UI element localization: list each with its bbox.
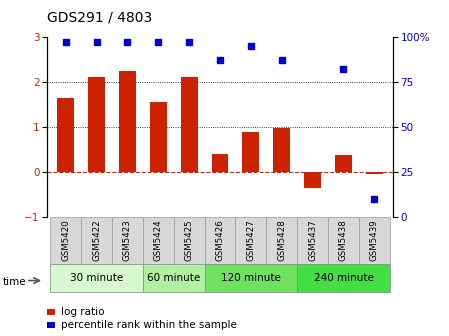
Bar [335,155,352,172]
Bar [88,77,105,172]
Bar [304,172,321,187]
Bar [81,217,112,264]
Bar [297,264,390,292]
Bar [143,264,205,292]
Text: 30 minute: 30 minute [70,273,123,283]
Text: percentile rank within the sample: percentile rank within the sample [61,320,237,330]
Text: GSM5428: GSM5428 [277,219,286,261]
Text: GSM5438: GSM5438 [339,219,348,261]
Text: log ratio: log ratio [61,307,104,317]
Text: time: time [2,277,26,287]
Text: GDS291 / 4803: GDS291 / 4803 [47,11,152,25]
Text: 240 minute: 240 minute [313,273,374,283]
Bar [242,132,260,172]
Bar [273,128,290,172]
Text: GSM5426: GSM5426 [216,219,224,261]
Text: GSM5439: GSM5439 [370,219,379,261]
Bar [366,172,383,174]
Bar [205,264,297,292]
Bar [119,71,136,172]
Text: GSM5425: GSM5425 [185,219,194,261]
Text: GSM5423: GSM5423 [123,219,132,261]
Bar [112,217,143,264]
Text: GSM5437: GSM5437 [308,219,317,261]
Bar [205,217,235,264]
Text: 60 minute: 60 minute [147,273,200,283]
Text: GSM5422: GSM5422 [92,219,101,261]
Text: GSM5420: GSM5420 [61,219,70,261]
Bar [57,98,74,172]
Bar [50,217,81,264]
Bar [180,77,198,172]
Bar [266,217,297,264]
Bar [150,102,167,172]
Bar [297,217,328,264]
Text: GSM5427: GSM5427 [247,219,255,261]
Text: GSM5424: GSM5424 [154,219,163,261]
Bar [50,264,143,292]
Text: 120 minute: 120 minute [221,273,281,283]
Bar [359,217,390,264]
Bar [328,217,359,264]
Bar [211,154,229,172]
Bar [143,217,174,264]
Bar [174,217,205,264]
Bar [235,217,266,264]
